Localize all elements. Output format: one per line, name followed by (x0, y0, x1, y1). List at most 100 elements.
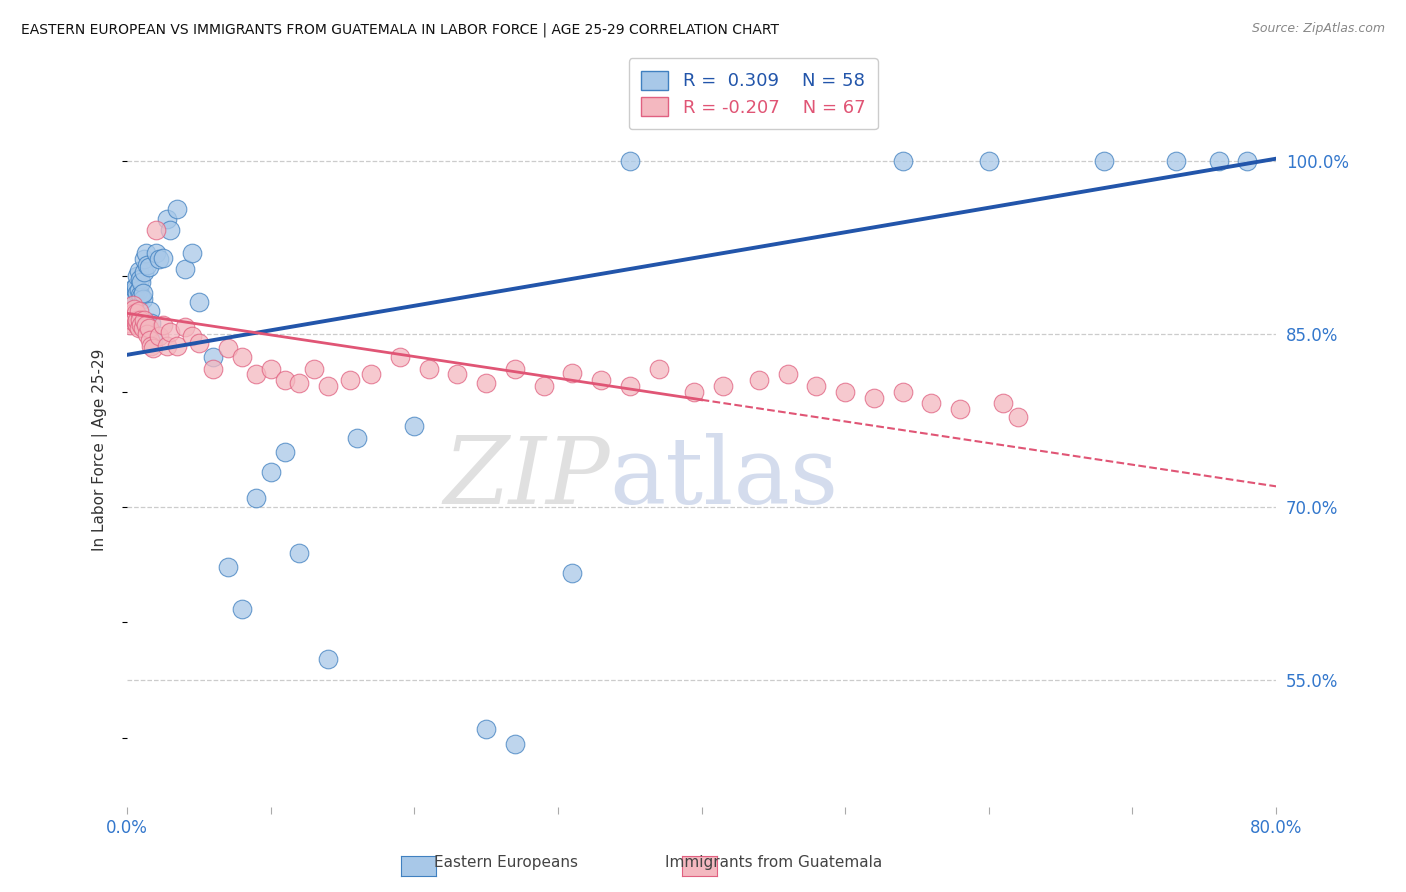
Point (180, 246, 202, 260)
Point (533, 379, 555, 393)
Point (217, 341, 239, 355)
Point (131, 290, 153, 304)
Point (1164, 153, 1187, 168)
Point (136, 326, 159, 341)
Point (132, 293, 155, 307)
Point (288, 546, 311, 560)
Text: atlas: atlas (610, 433, 839, 523)
Point (187, 336, 209, 351)
Point (139, 304, 162, 318)
Point (274, 373, 297, 387)
Point (748, 373, 770, 387)
Point (360, 368, 382, 382)
Point (920, 396, 942, 410)
Point (274, 444, 297, 458)
Point (503, 361, 526, 376)
Point (260, 361, 283, 376)
Point (120, 313, 142, 327)
Point (156, 338, 179, 352)
Point (339, 373, 361, 387)
Point (683, 384, 706, 399)
Point (711, 379, 734, 393)
Point (288, 376, 311, 390)
Point (388, 350, 411, 364)
Text: EASTERN EUROPEAN VS IMMIGRANTS FROM GUATEMALA IN LABOR FORCE | AGE 25-29 CORRELA: EASTERN EUROPEAN VS IMMIGRANTS FROM GUAT… (21, 22, 779, 37)
Point (129, 271, 152, 285)
Point (136, 258, 159, 272)
Point (619, 379, 641, 393)
Point (418, 361, 440, 376)
Point (863, 391, 886, 405)
Point (217, 560, 239, 574)
Point (503, 737, 526, 751)
Point (166, 338, 188, 352)
Point (561, 366, 583, 380)
Point (316, 652, 339, 666)
Point (131, 275, 153, 289)
Point (127, 313, 149, 327)
Point (125, 283, 148, 297)
Point (128, 283, 150, 297)
Point (156, 211, 179, 226)
Point (122, 281, 145, 295)
Point (173, 320, 195, 334)
Point (1208, 153, 1230, 168)
Point (977, 153, 1000, 168)
Point (1092, 153, 1115, 168)
Point (127, 285, 149, 300)
Point (125, 316, 148, 330)
Point (138, 321, 160, 335)
Point (118, 310, 141, 324)
Point (122, 310, 145, 324)
Point (129, 313, 152, 327)
Point (152, 318, 174, 332)
Point (589, 373, 612, 387)
Point (117, 290, 139, 304)
Point (135, 318, 157, 332)
Point (128, 321, 150, 335)
Point (148, 252, 170, 266)
Point (148, 329, 170, 343)
Point (173, 262, 195, 277)
Point (231, 350, 253, 364)
Point (118, 318, 141, 332)
Point (446, 368, 468, 382)
Point (159, 325, 181, 339)
Point (134, 265, 156, 279)
Point (134, 252, 156, 266)
Point (475, 376, 498, 390)
Point (128, 263, 150, 277)
Point (138, 260, 160, 274)
Point (120, 293, 142, 307)
Text: ZIP: ZIP (443, 433, 610, 523)
Point (180, 329, 202, 343)
Point (561, 566, 583, 580)
Point (1236, 153, 1258, 168)
Point (121, 306, 143, 320)
Point (404, 419, 426, 434)
Point (121, 285, 143, 300)
Point (776, 368, 799, 382)
Point (121, 298, 143, 312)
Point (166, 202, 188, 217)
Point (152, 251, 174, 265)
Point (187, 294, 209, 309)
Point (117, 316, 139, 330)
Point (316, 379, 339, 393)
Text: Eastern Europeans: Eastern Europeans (434, 855, 578, 870)
Point (125, 306, 148, 320)
Point (619, 153, 641, 168)
Point (122, 301, 145, 316)
Point (806, 379, 828, 393)
Point (159, 223, 181, 237)
Point (260, 466, 283, 480)
Point (145, 246, 167, 260)
Point (993, 396, 1015, 410)
Text: Immigrants from Guatemala: Immigrants from Guatemala (665, 855, 882, 870)
Point (142, 333, 165, 347)
Y-axis label: In Labor Force | Age 25-29: In Labor Force | Age 25-29 (93, 348, 108, 550)
Text: Source: ZipAtlas.com: Source: ZipAtlas.com (1251, 22, 1385, 36)
Point (891, 153, 914, 168)
Point (139, 333, 162, 347)
Point (132, 321, 155, 335)
